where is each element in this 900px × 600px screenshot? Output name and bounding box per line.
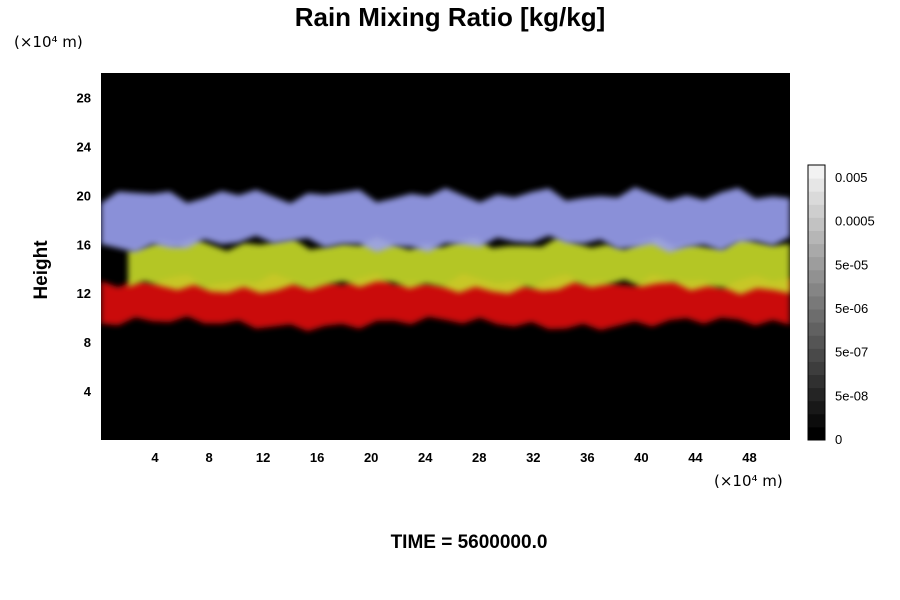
colorbar-swatch	[808, 282, 825, 297]
colorbar-swatch	[808, 256, 825, 271]
x-tick-label: 32	[526, 450, 540, 465]
colorbar-label: 0.005	[835, 170, 868, 185]
colorbar-swatch	[808, 178, 825, 192]
y-tick-label: 8	[84, 335, 91, 350]
x-axis-ticks: 4 8 12 16 20 24 28 32 36 40 44 48	[151, 450, 756, 465]
x-tick-label: 40	[634, 450, 648, 465]
yellow-band	[128, 237, 790, 295]
y-tick-label: 16	[77, 237, 91, 252]
x-tick-label: 20	[364, 450, 378, 465]
colorbar-label: 0	[835, 432, 842, 447]
colorbar-swatch	[808, 217, 825, 231]
time-label: TIME = 5600000.0	[390, 532, 548, 553]
x-tick-label: 4	[151, 450, 159, 465]
x-tick-label: 8	[205, 450, 212, 465]
colorbar-swatch	[808, 204, 825, 218]
colorbar-label: 5e-05	[835, 257, 868, 272]
x-tick-label: 24	[418, 450, 433, 465]
y-tick-label: 20	[77, 188, 91, 203]
y-tick-label: 12	[77, 286, 91, 301]
y-axis-ticks: 4 8 12 16 20 24 28	[77, 90, 92, 399]
blue-band	[101, 187, 790, 253]
y-axis-unit: (×10⁴ m)	[14, 33, 83, 51]
y-tick-label: 24	[77, 139, 92, 154]
x-axis-unit: (×10⁴ m)	[714, 472, 783, 490]
colorbar-label: 5e-07	[835, 345, 868, 360]
colorbar-swatch	[808, 374, 825, 389]
colorbar-swatch	[808, 322, 825, 336]
y-tick-label: 4	[84, 384, 92, 399]
colorbar-swatch	[808, 387, 825, 402]
colorbar-label: 5e-08	[835, 388, 868, 403]
colorbar-swatch	[808, 413, 825, 428]
colorbar-swatch	[808, 309, 825, 323]
y-tick-label: 28	[77, 90, 91, 105]
colorbar-label: 5e-06	[835, 301, 868, 316]
x-tick-label: 44	[688, 450, 703, 465]
colorbar-swatch	[808, 335, 825, 349]
colorbar-swatch	[808, 348, 825, 362]
colorbar-swatch	[808, 295, 825, 310]
x-tick-label: 12	[256, 450, 270, 465]
colorbar-swatch	[808, 269, 825, 284]
x-tick-label: 48	[742, 450, 756, 465]
colorbar-swatch	[808, 400, 825, 415]
colorbar-frame	[807, 164, 826, 441]
colorbar-swatch	[808, 230, 825, 245]
colorbar-swatch	[808, 191, 825, 205]
x-tick-label: 28	[472, 450, 486, 465]
colorbar: 0 5e-08 5e-07 5e-06 5e-05 0.0005 0.005	[807, 164, 875, 447]
rain-field	[101, 187, 790, 332]
x-tick-label: 36	[580, 450, 594, 465]
colorbar-swatch	[808, 361, 825, 376]
colorbar-swatch	[808, 243, 825, 258]
colorbar-swatch	[808, 426, 825, 441]
colorbar-label: 0.0005	[835, 214, 875, 229]
chart-title: Rain Mixing Ratio [kg/kg]	[294, 2, 606, 32]
x-tick-label: 16	[310, 450, 324, 465]
colorbar-swatch	[808, 165, 825, 179]
